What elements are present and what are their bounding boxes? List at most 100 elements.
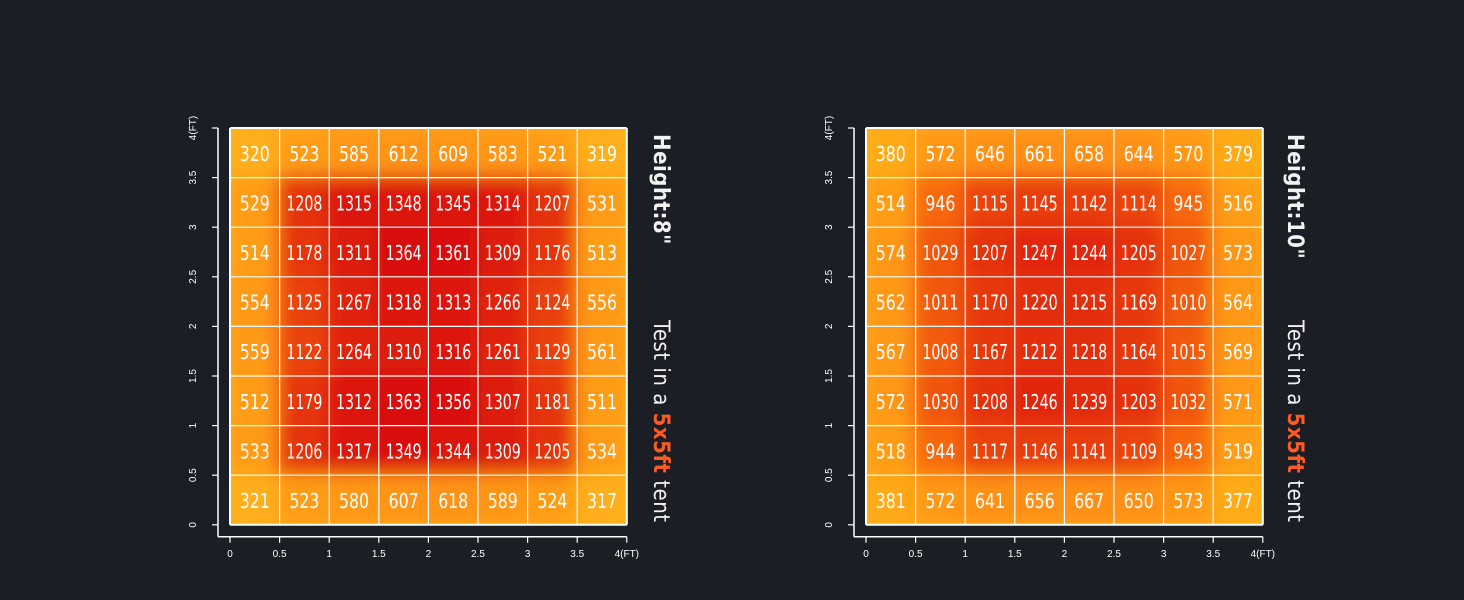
heatmap-cell: [866, 423, 918, 478]
axes: 0 0.5 1 1.5 2 2.5 3 3.5 4(FT) 0 0.5 1 1.5 2 2.5 3 3.5 4(F…: [824, 116, 1275, 560]
value-label: 589: [488, 489, 518, 513]
x-tick-label: 0: [863, 549, 869, 560]
value-label: 1011: [922, 291, 958, 315]
value-label: 572: [925, 489, 955, 513]
value-label: 570: [1173, 142, 1203, 166]
value-label: 1114: [1121, 191, 1157, 215]
value-label: 1316: [435, 340, 471, 364]
value-labels: 320 523 585 612 609 583 521 319 529 1208 1315 1348 1…: [240, 142, 617, 513]
value-label: 1264: [336, 340, 372, 364]
heatmap-cell: [376, 225, 431, 279]
value-label: 561: [587, 340, 617, 364]
value-label: 1261: [485, 340, 521, 364]
heatmap-cell: [376, 128, 431, 180]
x-tick-label: 0.5: [909, 549, 923, 560]
value-label: 1145: [1022, 191, 1058, 215]
value-label: 1361: [435, 241, 471, 265]
x-tick-label: 3.5: [570, 549, 584, 560]
heatmap-cell: [1012, 473, 1067, 525]
value-label: 609: [438, 142, 468, 166]
x-tick-label: 4(FT): [1251, 549, 1275, 560]
x-tick-label: 3: [1161, 549, 1167, 560]
value-label: 1117: [972, 439, 1008, 463]
heatmap-cell: [327, 274, 381, 329]
heatmap-cell: [1161, 274, 1216, 329]
heatmap-cell: [277, 374, 332, 428]
value-label: 650: [1124, 489, 1154, 513]
value-label: 567: [876, 340, 906, 364]
value-label: 1115: [972, 191, 1008, 215]
heatmap-cell: [963, 473, 1017, 525]
tent-caption: Test in a 5x5ft tent: [1282, 320, 1307, 523]
value-label: 513: [587, 241, 617, 265]
heatmap-cell: [1062, 175, 1116, 230]
heatmap-cell: [963, 175, 1017, 230]
heatmap-cell: [426, 473, 480, 525]
value-label: 531: [587, 191, 617, 215]
heatmap-cell: [476, 324, 530, 378]
heatmap-cell: [476, 175, 530, 230]
value-label: 1345: [435, 191, 471, 215]
heatmap-cell: [476, 423, 530, 478]
y-tick-label: 3.5: [824, 170, 835, 184]
heatmap-cell: [866, 274, 918, 329]
heatmap-cell: [277, 423, 332, 478]
heatmap-cell: [230, 274, 282, 329]
value-label: 1266: [485, 291, 521, 315]
heatmap-cell: [277, 128, 332, 180]
heatmap-cell: [327, 175, 381, 230]
value-label: 519: [1223, 439, 1253, 463]
heatmap-cell: [525, 324, 580, 378]
value-label: 562: [876, 291, 906, 315]
value-label: 1313: [435, 291, 471, 315]
heatmap-cell: [525, 128, 580, 180]
value-label: 1344: [435, 439, 471, 463]
value-labels: 380 572 646 661 658 644 570 379 514 946 1115 1145 11…: [876, 142, 1253, 513]
heatmap-cell: [575, 473, 627, 525]
heatmap-cell: [866, 473, 918, 525]
heatmap-field: [866, 128, 1263, 525]
heatmap-cell: [1112, 274, 1166, 329]
tent-caption-prefix: Test in a: [648, 320, 673, 413]
value-label: 380: [876, 142, 906, 166]
value-label: 1032: [1170, 390, 1206, 414]
heatmap-cell: [1211, 225, 1263, 279]
heatmap-cell: [376, 175, 431, 230]
value-label: 573: [1223, 241, 1253, 265]
y-tick-label: 1: [188, 422, 199, 428]
x-tick-label: 1: [326, 549, 332, 560]
heatmap-cell: [230, 473, 282, 525]
value-label: 945: [1173, 191, 1203, 215]
heatmap-grid: [865, 127, 1264, 526]
heatmap-cell: [913, 225, 968, 279]
heatmap-cell: [476, 225, 530, 279]
heatmap-cell: [376, 423, 431, 478]
value-label: 946: [925, 191, 955, 215]
value-label: 319: [587, 142, 617, 166]
height-label: Height:10": [1282, 134, 1307, 260]
heatmap-cell: [426, 423, 480, 478]
heatmap-cell: [476, 374, 530, 428]
value-label: 1247: [1022, 241, 1058, 265]
value-label: 514: [876, 191, 906, 215]
value-label: 658: [1074, 142, 1104, 166]
value-label: 379: [1223, 142, 1253, 166]
value-label: 1029: [922, 241, 958, 265]
heatmap-cell: [1112, 225, 1166, 279]
heatmap-cell: [1062, 374, 1116, 428]
heatmap-cell: [866, 374, 918, 428]
value-label: 569: [1223, 340, 1253, 364]
value-label: 1207: [534, 191, 570, 215]
heatmap-cell: [1112, 473, 1166, 525]
value-label: 571: [1223, 390, 1253, 414]
heatmap-panel-10in: 380 572 646 661 658 644 570 379 514 946 1115 1145 11…: [732, 0, 1464, 600]
x-tick-label: 2: [426, 549, 432, 560]
heatmap-cell: [1012, 128, 1067, 180]
heatmap-cell: [1112, 374, 1166, 428]
heatmap-cell: [426, 324, 480, 378]
heatmap-cell: [525, 423, 580, 478]
value-label: 564: [1223, 291, 1253, 315]
value-label: 1015: [1170, 340, 1206, 364]
value-label: 618: [438, 489, 468, 513]
heatmap-cell: [1211, 423, 1263, 478]
